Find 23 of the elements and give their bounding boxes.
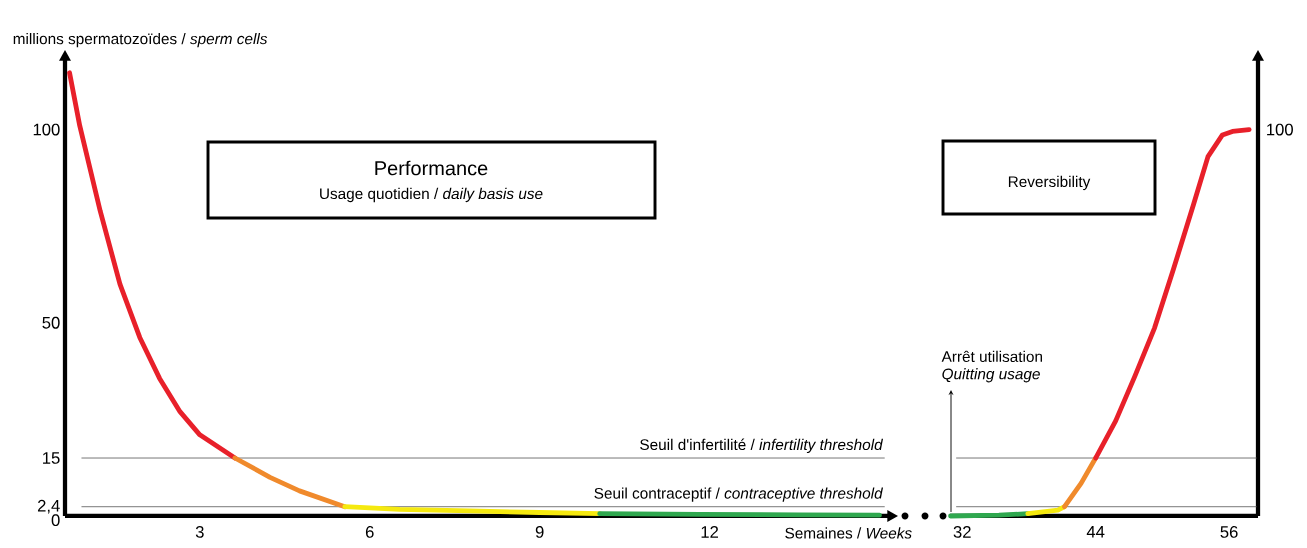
line-series: [67, 70, 238, 461]
x-axis-title: Semaines / Weeks: [785, 527, 912, 539]
ref-line-label: Seuil d'infertilité / infertility threshold: [640, 438, 884, 454]
y-tick-label: 0: [51, 514, 60, 527]
annotation: Performance: [375, 160, 488, 176]
x-tick-label: 12: [701, 526, 719, 538]
y-tick-label: 100: [33, 123, 60, 136]
x-tick-label: 32: [953, 526, 971, 538]
annotation: 100: [1267, 123, 1293, 136]
annotation: Reversibility: [1008, 175, 1091, 191]
x-tick-label: 3: [195, 526, 204, 538]
annotation: Usage quotidien / daily basis use: [320, 187, 543, 203]
annotation: Arrêt utilisation: [941, 350, 1042, 363]
y-axis-title: millions spermatozoïdes / sperm cells: [13, 32, 268, 48]
x-tick-label: 56: [1220, 526, 1238, 538]
y-tick-label: 50: [42, 316, 60, 329]
y-tick-label: 15: [43, 452, 60, 464]
y-tick-label: 2,4: [37, 499, 60, 514]
x-tick-label: 44: [1086, 526, 1105, 538]
x-tick-label: 6: [365, 526, 374, 538]
ref-line-label: Seuil contraceptif / contraceptive threshold: [594, 487, 884, 502]
x-tick-label: 9: [535, 526, 544, 538]
annotation: Quitting usage: [942, 368, 1040, 383]
